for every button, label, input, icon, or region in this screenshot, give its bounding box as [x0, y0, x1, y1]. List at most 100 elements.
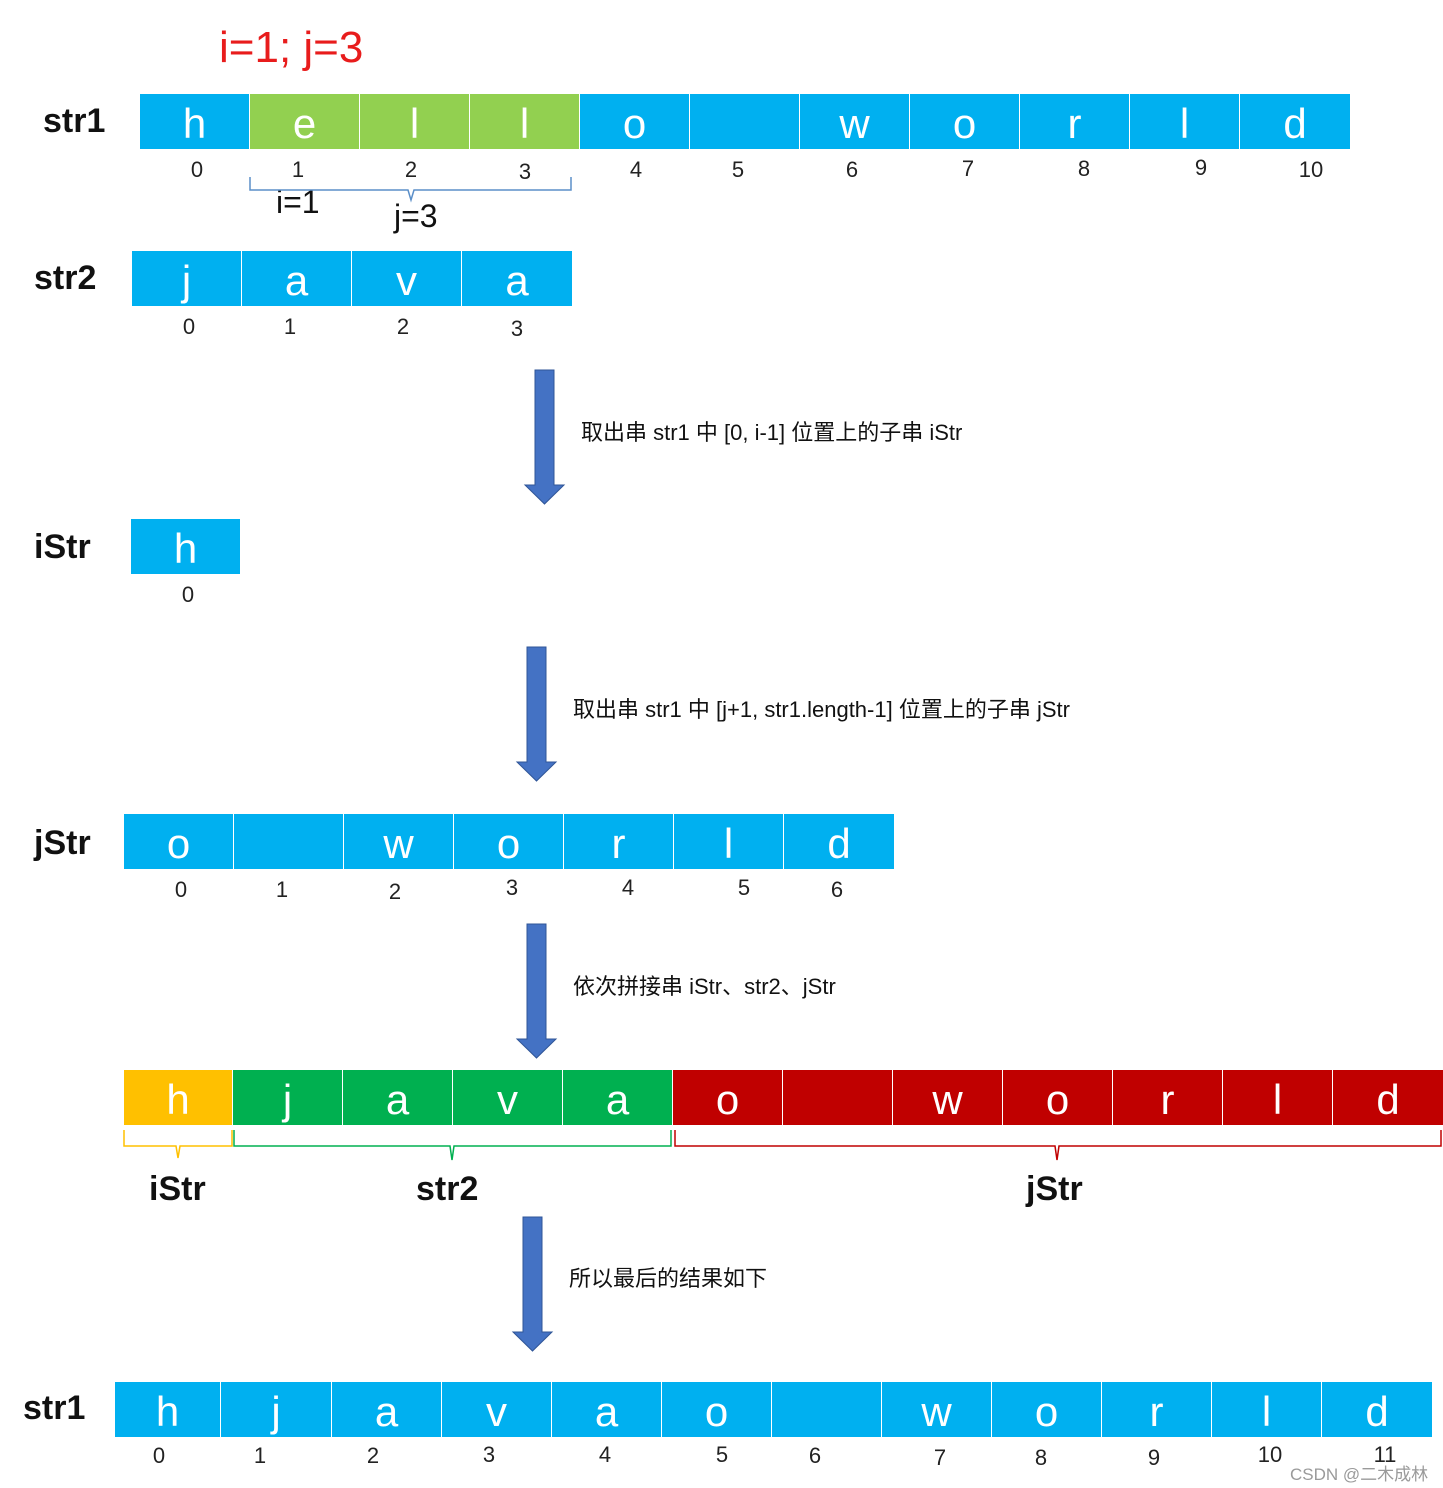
result-index-1: 1 [253, 1443, 267, 1468]
jstr-index-4: 4 [621, 875, 635, 900]
result-cell-1: j [221, 1382, 332, 1437]
result-index-11: 11 [1373, 1442, 1397, 1467]
jstr-index-1: 1 [275, 877, 289, 902]
ij-brace [249, 177, 572, 203]
jstr-cell-0: o [124, 814, 234, 869]
result-index-9: 9 [1147, 1445, 1161, 1470]
jstr-cell-5: l [674, 814, 784, 869]
str1-index-3: 3 [518, 159, 532, 184]
concat-cell-3: v [453, 1070, 563, 1125]
str1-cell-9: l [1130, 94, 1240, 149]
jstr-cell-2: w [344, 814, 454, 869]
jstr-label: jStr [34, 824, 91, 862]
result-index-5: 5 [715, 1442, 729, 1467]
i-label: i=1 [276, 184, 320, 220]
str2-cell-1: a [242, 251, 352, 306]
jstr-index-3: 3 [505, 875, 519, 900]
result-cell-8: o [992, 1382, 1102, 1437]
jstr-cell-4: r [564, 814, 674, 869]
result-index-7: 7 [933, 1445, 947, 1470]
concat-cell-6 [783, 1070, 893, 1125]
title: i=1; j=3 [219, 23, 364, 72]
down-arrow-1 [523, 369, 566, 505]
step-4-note: 所以最后的结果如下 [569, 1266, 768, 1291]
j-label: j=3 [394, 198, 438, 234]
concat-cell-7: w [893, 1070, 1003, 1125]
istr-brace [123, 1130, 233, 1159]
str1-index-6: 6 [845, 157, 859, 182]
str1-index-2: 2 [404, 157, 418, 182]
str2-index-0: 0 [182, 314, 196, 339]
brace-label-str2: str2 [416, 1170, 479, 1208]
str1-cell-0: h [140, 94, 250, 149]
istr-array: h [131, 519, 240, 574]
result-cell-4: a [552, 1382, 662, 1437]
str1-cell-8: r [1020, 94, 1130, 149]
result-cell-3: v [442, 1382, 552, 1437]
concat-cell-0: h [124, 1070, 233, 1125]
str2-cell-0: j [132, 251, 242, 306]
result-index-2: 2 [366, 1443, 380, 1468]
str2-label: str2 [34, 259, 97, 297]
brace-label-istr: iStr [149, 1170, 206, 1208]
str1-cell-2: l [360, 94, 470, 149]
result-index-6: 6 [808, 1443, 822, 1468]
result-index-0: 0 [152, 1443, 166, 1468]
jstr-cell-6: d [784, 814, 894, 869]
watermark: CSDN @二木成林 [1290, 1465, 1429, 1484]
str1-index-5: 5 [731, 157, 745, 182]
concat-cell-11: d [1333, 1070, 1443, 1125]
result-cell-2: a [332, 1382, 442, 1437]
down-arrow-2 [515, 646, 558, 782]
concat-cell-2: a [343, 1070, 453, 1125]
jstr-index-5: 5 [737, 875, 751, 900]
str2-index-1: 1 [283, 314, 297, 339]
result-cell-7: w [882, 1382, 992, 1437]
jstr-brace [674, 1130, 1442, 1161]
result-index-4: 4 [598, 1442, 612, 1467]
str1-index-4: 4 [629, 157, 643, 182]
str1-cell-5 [690, 94, 800, 149]
str1-cell-7: o [910, 94, 1020, 149]
str1-label: str1 [43, 102, 106, 140]
down-arrow-3 [515, 923, 558, 1059]
concat-cell-9: r [1113, 1070, 1223, 1125]
str1-cell-6: w [800, 94, 910, 149]
str2-index-2: 2 [396, 314, 410, 339]
str1-index-0: 0 [190, 157, 204, 182]
result-index-8: 8 [1034, 1445, 1048, 1470]
istr-cell-0: h [131, 519, 240, 574]
str2-brace [233, 1130, 672, 1161]
jstr-index-6: 6 [830, 877, 844, 902]
jstr-index-0: 0 [174, 877, 188, 902]
str2-index-3: 3 [510, 316, 524, 341]
str1-cell-3: l [470, 94, 580, 149]
result-cell-10: l [1212, 1382, 1322, 1437]
str1-cell-10: d [1240, 94, 1350, 149]
jstr-index-2: 2 [388, 879, 402, 904]
result-cell-5: o [662, 1382, 772, 1437]
istr-index-0: 0 [181, 582, 195, 607]
str2-cell-2: v [352, 251, 462, 306]
str1-cell-4: o [580, 94, 690, 149]
istr-label: iStr [34, 528, 91, 566]
str1-index-7: 7 [961, 156, 975, 181]
str1-index-10: 10 [1298, 157, 1324, 182]
str1-index-9: 9 [1194, 155, 1208, 180]
str1-cell-1: e [250, 94, 360, 149]
result-cell-9: r [1102, 1382, 1212, 1437]
str1-index-8: 8 [1077, 156, 1091, 181]
concat-cell-1: j [233, 1070, 343, 1125]
result-label: str1 [23, 1389, 86, 1427]
step-2-note: 取出串 str1 中 [j+1, str1.length-1] 位置上的子串 j… [573, 697, 1070, 722]
result-cell-0: h [115, 1382, 221, 1437]
brace-label-jstr: jStr [1026, 1170, 1083, 1208]
concat-cell-4: a [563, 1070, 673, 1125]
result-index-10: 10 [1257, 1442, 1283, 1467]
